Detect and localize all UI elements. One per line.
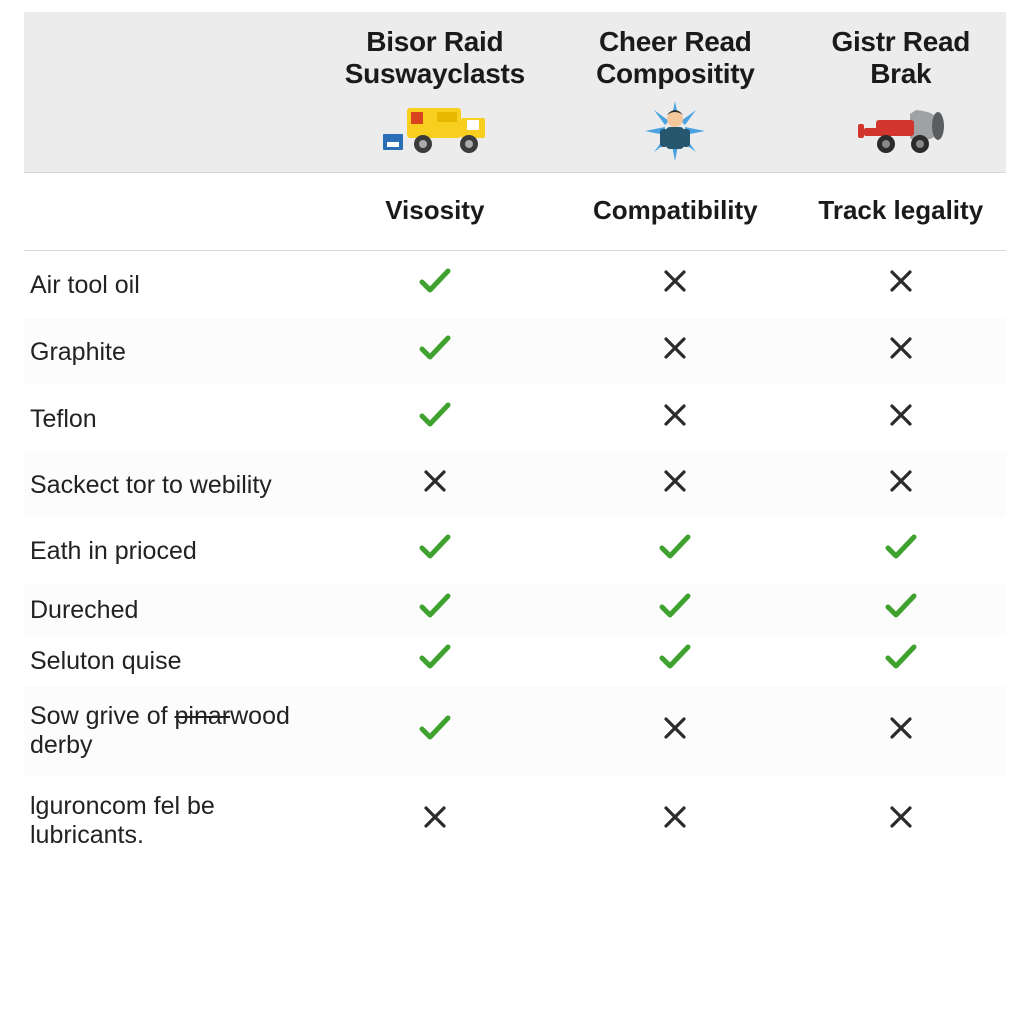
check-icon (658, 539, 692, 567)
row-mark (315, 776, 555, 866)
row-mark (555, 318, 795, 385)
row-mark (555, 635, 795, 686)
row-mark (315, 686, 555, 776)
check-icon (884, 649, 918, 677)
row-label: Teflon (24, 385, 315, 452)
row-label: Air tool oil (24, 251, 315, 319)
check-icon (418, 720, 452, 748)
mixer-icon (802, 96, 1000, 164)
check-icon (418, 273, 452, 301)
row-mark (555, 584, 795, 635)
cross-icon (888, 808, 914, 836)
header-blank (24, 12, 315, 173)
check-icon (658, 649, 692, 677)
row-mark (315, 635, 555, 686)
subheader-3: Track legality (796, 173, 1006, 251)
row-mark (315, 452, 555, 517)
header-3-line1: Gistr Read (831, 26, 970, 57)
row-mark (796, 452, 1006, 517)
comparison-table: Bisor Raid Suswayclasts (24, 12, 1006, 865)
row-label: Graphite (24, 318, 315, 385)
row-label: Dureched (24, 584, 315, 635)
cross-icon (888, 472, 914, 500)
table-row: Seluton quise (24, 635, 1006, 686)
subheader-2: Compatibility (555, 173, 795, 251)
header-2-line2: Compositity (596, 58, 754, 89)
row-mark (796, 635, 1006, 686)
check-icon (418, 539, 452, 567)
cross-icon (422, 472, 448, 500)
row-mark (555, 776, 795, 866)
table-row: Teflon (24, 385, 1006, 452)
header-2-line1: Cheer Read (599, 26, 752, 57)
row-mark (555, 452, 795, 517)
cross-icon (662, 472, 688, 500)
header-col-2: Cheer Read Compositity (555, 12, 795, 173)
table-row: lguroncom fel be lubricants. (24, 776, 1006, 866)
row-mark (796, 776, 1006, 866)
header-col-1: Bisor Raid Suswayclasts (315, 12, 555, 173)
row-mark (796, 517, 1006, 584)
row-label: Sow grive of pinarwood derby (24, 686, 315, 776)
row-mark (315, 251, 555, 319)
header-col-3: Gistr Read Brak (796, 12, 1006, 173)
cross-icon (662, 808, 688, 836)
header-3-line2: Brak (870, 58, 931, 89)
table-row: Eath in prioced (24, 517, 1006, 584)
check-icon (884, 539, 918, 567)
cross-icon (888, 272, 914, 300)
check-icon (418, 340, 452, 368)
row-label: Sackect tor to webility (24, 452, 315, 517)
cross-icon (888, 719, 914, 747)
table-body: Air tool oilGraphiteTeflonSackect tor to… (24, 251, 1006, 866)
cross-icon (662, 719, 688, 747)
header-1-line1: Bisor Raid (366, 26, 503, 57)
row-mark (315, 517, 555, 584)
check-icon (418, 598, 452, 626)
check-icon (418, 407, 452, 435)
row-mark (796, 686, 1006, 776)
subheader-row: Visosity Compatibility Track legality (24, 173, 1006, 251)
row-mark (315, 584, 555, 635)
check-icon (658, 598, 692, 626)
row-mark (796, 318, 1006, 385)
row-mark (796, 584, 1006, 635)
row-mark (315, 318, 555, 385)
check-icon (418, 649, 452, 677)
row-mark (555, 686, 795, 776)
cross-icon (662, 339, 688, 367)
row-mark (796, 385, 1006, 452)
table-row: Sackect tor to webility (24, 452, 1006, 517)
row-mark (555, 517, 795, 584)
cross-icon (662, 406, 688, 434)
row-mark (796, 251, 1006, 319)
row-label: lguroncom fel be lubricants. (24, 776, 315, 866)
burst-person-icon (561, 96, 789, 164)
cross-icon (422, 808, 448, 836)
cross-icon (662, 272, 688, 300)
truck-icon (321, 96, 549, 164)
row-label: Eath in prioced (24, 517, 315, 584)
table-row: Graphite (24, 318, 1006, 385)
header-band: Bisor Raid Suswayclasts (24, 12, 1006, 173)
table-row: Sow grive of pinarwood derby (24, 686, 1006, 776)
header-1-line2: Suswayclasts (345, 58, 525, 89)
row-label: Seluton quise (24, 635, 315, 686)
row-mark (315, 385, 555, 452)
row-mark (555, 251, 795, 319)
table-row: Air tool oil (24, 251, 1006, 319)
check-icon (884, 598, 918, 626)
table-row: Dureched (24, 584, 1006, 635)
cross-icon (888, 406, 914, 434)
subheader-blank (24, 173, 315, 251)
cross-icon (888, 339, 914, 367)
row-mark (555, 385, 795, 452)
subheader-1: Visosity (315, 173, 555, 251)
